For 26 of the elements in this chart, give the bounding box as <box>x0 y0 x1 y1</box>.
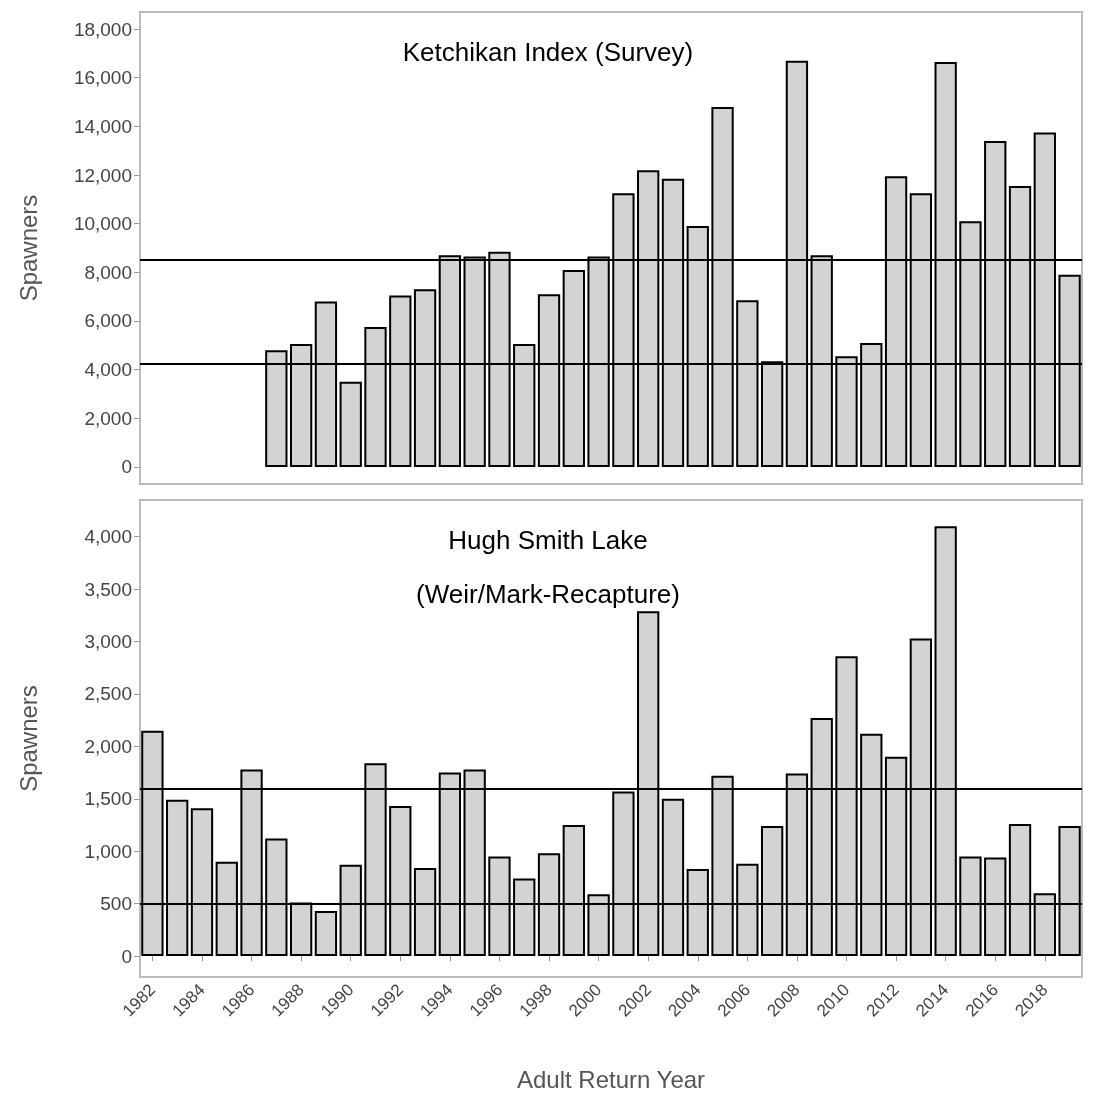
y-axis-title: Spawners <box>14 685 42 792</box>
y-tick-label: 500 <box>100 893 132 915</box>
x-axis-title: Adult Return Year <box>516 1065 706 1093</box>
y-tick-label: 8,000 <box>84 261 132 283</box>
bar <box>314 910 338 957</box>
y-tick-label: 4,000 <box>84 526 132 548</box>
y-tick-label: 2,000 <box>84 407 132 429</box>
y-tick-label: 2,000 <box>84 735 132 757</box>
y-tick-label: 12,000 <box>73 164 132 186</box>
y-tick-label: 10,000 <box>73 213 132 235</box>
y-tick-label: 3,500 <box>84 578 132 600</box>
y-tick-label: 1,500 <box>84 788 132 810</box>
y-tick-label: 4,000 <box>84 359 132 381</box>
text: Ketchikan Index (Survey) <box>402 37 694 67</box>
y-tick-label: 6,000 <box>84 310 132 332</box>
y-tick-label: 16,000 <box>73 67 132 89</box>
y-tick-label: 0 <box>121 456 132 478</box>
y-tick-label: 14,000 <box>73 115 132 137</box>
bar <box>339 381 362 467</box>
text: Hugh Smith Lake (Weir/Mark-Recapture) <box>416 525 680 609</box>
y-tick-label: 1,000 <box>84 840 132 862</box>
y-tick-label: 2,500 <box>84 683 132 705</box>
y-tick-label: 3,000 <box>84 631 132 653</box>
y-tick-label: 18,000 <box>73 18 132 40</box>
y-tick-label: 0 <box>121 945 132 967</box>
y-axis-title: Spawners <box>14 194 42 302</box>
